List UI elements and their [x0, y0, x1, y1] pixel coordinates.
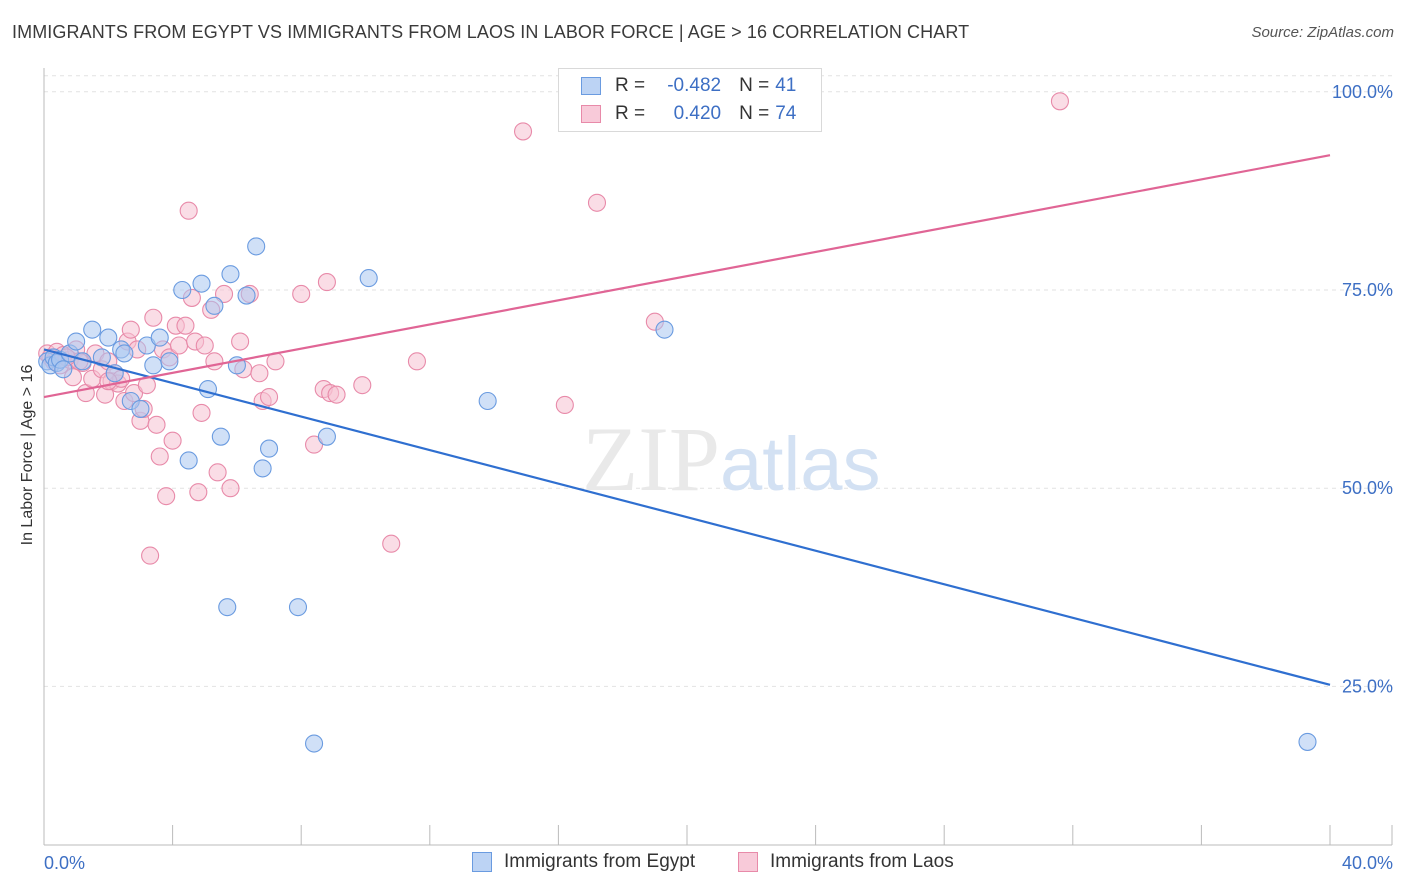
y-tick-label-3: 100.0% [1332, 82, 1393, 102]
egypt-point-37 [359, 269, 378, 288]
egypt-r-label: R = [615, 75, 646, 96]
laos-n-label: N = [739, 103, 770, 124]
laos-point-29 [144, 308, 163, 327]
laos-trend-line [43, 154, 1331, 399]
stats-legend: R = -0.482 N = 41 R = 0.420 N = 74 [558, 68, 822, 132]
egypt-point-30 [237, 286, 256, 305]
laos-point-65 [407, 352, 426, 371]
laos-point-46 [205, 352, 224, 371]
egypt-point-27 [218, 598, 237, 617]
laos-point-68 [587, 193, 607, 212]
egypt-point-26 [211, 427, 230, 446]
trend-lines [43, 154, 1331, 686]
laos-r-value: 0.420 [673, 103, 722, 124]
tick-labels: 25.0% 50.0% 75.0% 100.0% 0.0% 40.0% [44, 82, 1393, 873]
egypt-point-7 [67, 332, 86, 351]
legend-row-egypt: R = -0.482 N = 41 [581, 73, 796, 99]
egypt-point-16 [131, 399, 150, 418]
bottom-legend-laos: Immigrants from Laos [738, 851, 954, 873]
laos-r-label: R = [615, 103, 646, 124]
egypt-point-28 [221, 265, 240, 284]
laos-point-57 [292, 284, 311, 304]
laos-point-22 [121, 320, 140, 339]
x-tick-label-0: 0.0% [44, 853, 85, 873]
egypt-n-label: N = [739, 75, 770, 96]
egypt-point-10 [92, 348, 111, 367]
laos-point-44 [195, 336, 214, 355]
egypt-trend-line [43, 348, 1331, 686]
axes [43, 68, 1393, 846]
laos-point-53 [250, 364, 269, 383]
watermark-atlas: atlas [720, 422, 881, 507]
laos-point-70 [1050, 92, 1069, 111]
y-tick-label-1: 50.0% [1342, 478, 1393, 498]
laos-point-35 [163, 431, 182, 450]
gridlines [44, 75, 1392, 687]
egypt-point-39 [655, 320, 674, 339]
egypt-point-35 [305, 734, 324, 753]
laos-point-66 [513, 122, 533, 141]
laos-point-43 [192, 403, 211, 422]
y-tick-label-0: 25.0% [1342, 676, 1393, 696]
legend-row-laos: R = 0.420 N = 74 [581, 101, 796, 127]
chart-source: Source: ZipAtlas.com [1251, 24, 1394, 41]
bottom-egypt-label: Immigrants from Egypt [504, 851, 696, 872]
egypt-point-18 [144, 356, 163, 375]
bottom-egypt-swatch [472, 852, 492, 872]
egypt-point-5 [54, 360, 73, 379]
egypt-point-20 [160, 352, 179, 371]
egypt-point-23 [192, 274, 211, 293]
egypt-point-9 [83, 320, 102, 339]
x-tick-label-1: 40.0% [1342, 853, 1393, 873]
laos-point-62 [327, 385, 346, 404]
laos-points [38, 92, 1069, 565]
bottom-laos-label: Immigrants from Laos [770, 851, 954, 872]
laos-swatch [581, 105, 601, 123]
laos-point-48 [214, 284, 234, 304]
y-tick-label-2: 75.0% [1342, 280, 1393, 300]
laos-point-31 [150, 447, 169, 466]
laos-point-39 [179, 201, 198, 220]
egypt-point-38 [478, 391, 497, 411]
egypt-point-14 [115, 344, 134, 363]
egypt-point-33 [259, 439, 279, 458]
egypt-point-31 [247, 237, 266, 256]
laos-point-37 [169, 336, 189, 355]
laos-point-38 [176, 316, 195, 335]
laos-point-50 [231, 332, 250, 351]
laos-point-47 [208, 463, 227, 482]
laos-point-60 [317, 273, 336, 292]
laos-point-64 [382, 534, 401, 553]
egypt-point-34 [288, 598, 308, 617]
bottom-laos-swatch [738, 852, 758, 872]
laos-point-49 [221, 479, 240, 498]
egypt-point-21 [173, 280, 192, 300]
laos-n-value: 74 [775, 103, 797, 124]
egypt-point-32 [253, 459, 272, 478]
egypt-swatch [581, 77, 601, 95]
egypt-point-22 [179, 451, 198, 470]
egypt-point-25 [205, 296, 224, 315]
egypt-point-19 [150, 328, 169, 347]
laos-point-30 [147, 415, 166, 434]
laos-point-63 [353, 376, 372, 395]
bottom-legend-egypt: Immigrants from Egypt [472, 851, 695, 873]
chart-title: IMMIGRANTS FROM EGYPT VS IMMIGRANTS FROM… [12, 22, 970, 42]
laos-point-67 [555, 395, 574, 415]
egypt-point-24 [198, 380, 218, 399]
laos-point-42 [189, 483, 208, 502]
egypt-n-value: 41 [775, 75, 797, 96]
laos-point-33 [157, 487, 176, 506]
watermark-zip: ZIP [582, 408, 720, 510]
egypt-point-11 [99, 328, 118, 347]
egypt-point-40 [1298, 732, 1317, 751]
egypt-r-value: -0.482 [667, 75, 722, 96]
laos-point-28 [141, 546, 160, 565]
laos-point-55 [259, 387, 279, 407]
egypt-point-36 [317, 427, 336, 446]
